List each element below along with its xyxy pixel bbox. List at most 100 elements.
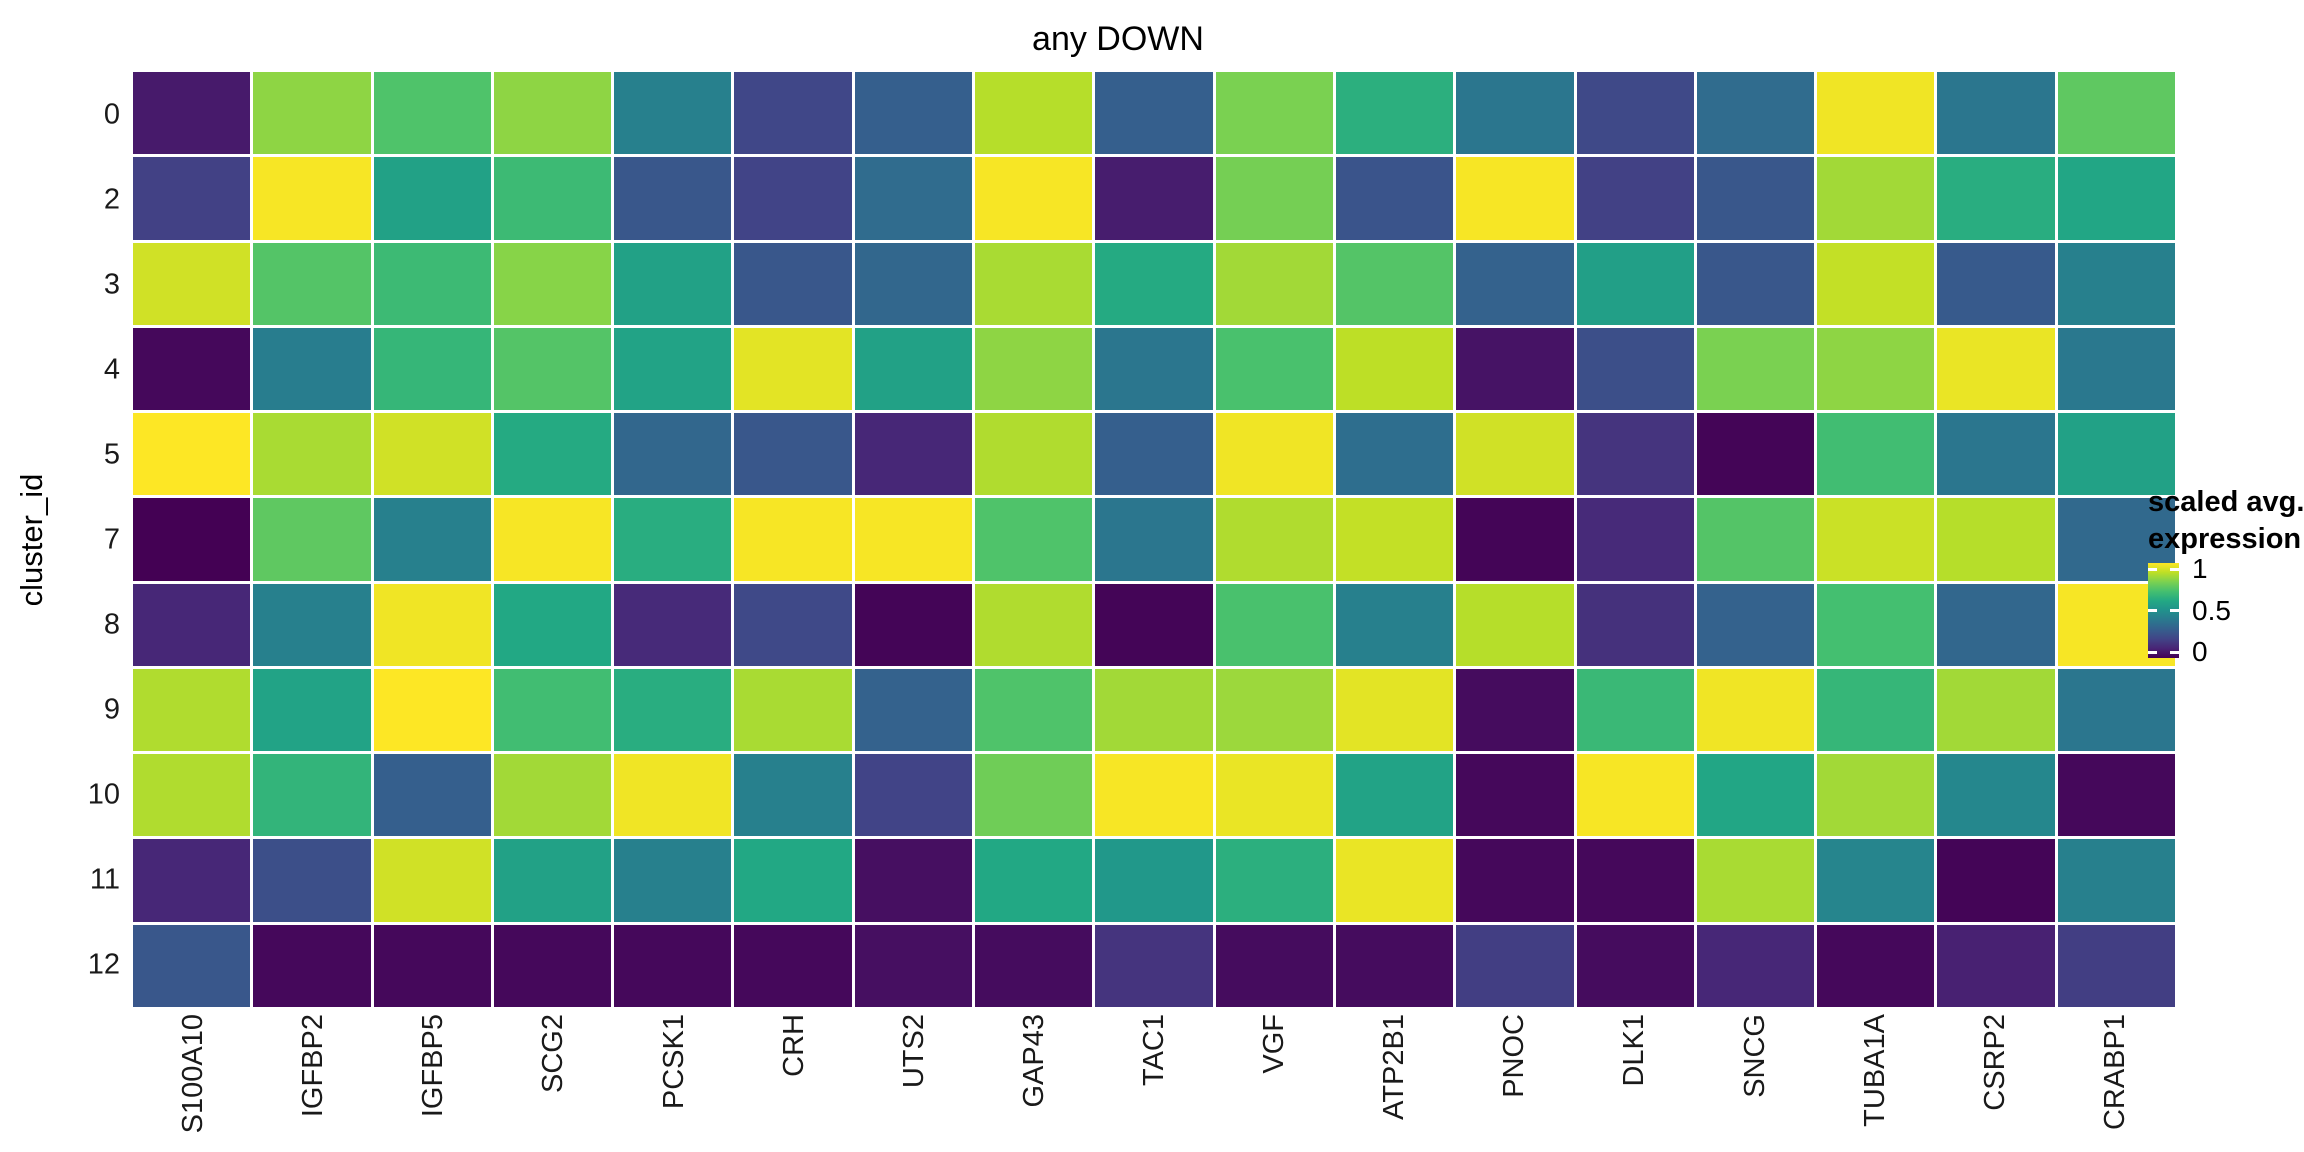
heatmap-cell xyxy=(133,413,251,496)
heatmap-grid xyxy=(133,72,2175,1007)
heatmap-cell xyxy=(373,72,491,155)
heatmap-cell xyxy=(1456,668,1574,752)
heatmap-cell xyxy=(1817,583,1935,666)
heatmap-cell xyxy=(2057,157,2175,240)
legend-title-line1: scaled avg. xyxy=(2148,486,2304,518)
y-tick-label: 8 xyxy=(103,608,120,640)
heatmap-cell xyxy=(2057,924,2175,1007)
heatmap-cell xyxy=(734,72,852,155)
heatmap-cell xyxy=(1215,413,1333,496)
heatmap-cell xyxy=(1696,498,1815,581)
heatmap-cell xyxy=(1696,327,1815,411)
heatmap-cell xyxy=(1817,668,1935,752)
heatmap-cell xyxy=(1937,668,2055,752)
x-tick-label: VGF xyxy=(1258,1014,1291,1074)
heatmap-cell xyxy=(1095,668,1213,752)
y-tick-label: 3 xyxy=(103,268,120,300)
heatmap-cell xyxy=(734,327,852,411)
heatmap-cell xyxy=(1817,839,1935,922)
heatmap-cell xyxy=(1937,583,2055,666)
heatmap-cell xyxy=(373,242,491,325)
x-tick-label: ATP2B1 xyxy=(1378,1014,1411,1120)
heatmap-cell xyxy=(1456,498,1574,581)
heatmap-cell xyxy=(493,72,612,155)
heatmap-cell xyxy=(493,413,612,496)
heatmap-cell xyxy=(854,583,973,666)
heatmap-cell xyxy=(614,413,732,496)
heatmap-cell xyxy=(614,72,732,155)
legend-tick-mark xyxy=(2170,609,2179,612)
x-tick-label: PCSK1 xyxy=(657,1014,690,1110)
heatmap-cell xyxy=(854,754,973,837)
heatmap-cell xyxy=(373,754,491,837)
legend-title-line2: expression xyxy=(2148,523,2302,555)
heatmap-cell xyxy=(1937,924,2055,1007)
heatmap-cell xyxy=(1215,498,1333,581)
heatmap-cell xyxy=(1456,327,1574,411)
y-tick-label: 0 xyxy=(103,98,120,130)
heatmap-cell xyxy=(133,583,251,666)
x-tick-label: UTS2 xyxy=(897,1014,930,1089)
heatmap-cell xyxy=(1095,583,1213,666)
heatmap-cell xyxy=(253,668,371,752)
heatmap-cell xyxy=(133,839,251,922)
heatmap-cell xyxy=(373,924,491,1007)
heatmap-cell xyxy=(975,498,1093,581)
heatmap-cell xyxy=(734,754,852,837)
heatmap-cell xyxy=(975,583,1093,666)
x-tick-label: CSRP2 xyxy=(1978,1014,2011,1111)
heatmap-cell xyxy=(975,754,1093,837)
heatmap-cell xyxy=(734,839,852,922)
legend-tick-label: 1 xyxy=(2192,553,2208,584)
heatmap-cell xyxy=(1215,924,1333,1007)
legend-tick-mark xyxy=(2148,650,2157,654)
heatmap-cell xyxy=(854,72,973,155)
heatmap-cell xyxy=(2057,839,2175,922)
heatmap-cell xyxy=(373,498,491,581)
heatmap-cell xyxy=(493,498,612,581)
heatmap-cell xyxy=(1817,242,1935,325)
heatmap-cell xyxy=(1095,72,1213,155)
heatmap-cell xyxy=(373,668,491,752)
legend-tick-label: 0 xyxy=(2192,636,2208,667)
heatmap-cell xyxy=(975,72,1093,155)
heatmap-cell xyxy=(253,327,371,411)
heatmap-cell xyxy=(133,924,251,1007)
heatmap-cell xyxy=(854,157,973,240)
heatmap-cell xyxy=(1215,72,1333,155)
heatmap-cell xyxy=(1335,754,1454,837)
x-tick-label: SNCG xyxy=(1738,1014,1771,1098)
y-tick-label: 9 xyxy=(103,693,120,725)
heatmap-cell xyxy=(253,754,371,837)
heatmap-cell xyxy=(1576,668,1694,752)
heatmap-cell xyxy=(493,327,612,411)
heatmap-cell xyxy=(2057,413,2175,496)
heatmap-cell xyxy=(734,157,852,240)
heatmap-cell xyxy=(1095,157,1213,240)
heatmap-cell xyxy=(1937,498,2055,581)
heatmap-cell xyxy=(614,668,732,752)
y-tick-label: 5 xyxy=(103,438,120,470)
x-tick-label: SCG2 xyxy=(537,1014,570,1093)
heatmap-cell xyxy=(253,583,371,666)
heatmap-cell xyxy=(975,157,1093,240)
heatmap-cell xyxy=(1696,583,1815,666)
heatmap-cell xyxy=(1937,242,2055,325)
heatmap-cell xyxy=(1576,157,1694,240)
heatmap-cell xyxy=(1456,583,1574,666)
x-tick-label: S100A10 xyxy=(177,1014,210,1134)
x-tick-label: DLK1 xyxy=(1618,1014,1651,1087)
heatmap-cell xyxy=(133,754,251,837)
heatmap-cell xyxy=(975,413,1093,496)
legend-tick-mark xyxy=(2148,609,2157,612)
heatmap-cell xyxy=(1456,242,1574,325)
heatmap-cell xyxy=(253,924,371,1007)
heatmap-cell xyxy=(975,839,1093,922)
heatmap-cell xyxy=(1456,413,1574,496)
heatmap-cell xyxy=(253,242,371,325)
heatmap-cell xyxy=(1335,72,1454,155)
heatmap-cell xyxy=(1215,754,1333,837)
heatmap-cell xyxy=(1937,839,2055,922)
legend-tick-mark xyxy=(2170,650,2179,654)
